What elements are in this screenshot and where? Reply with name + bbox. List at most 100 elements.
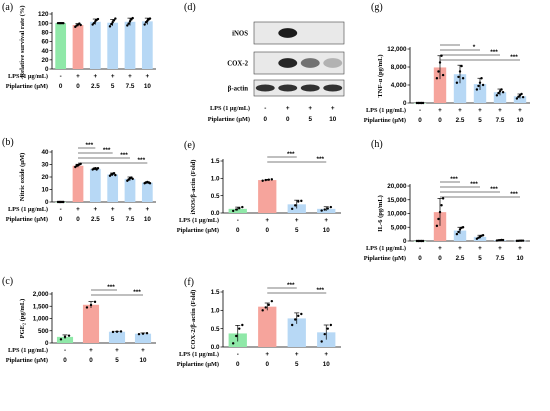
lps-sign: + bbox=[331, 105, 335, 112]
piplartine-dose: 0 bbox=[438, 255, 442, 262]
data-point bbox=[480, 77, 483, 80]
data-point bbox=[62, 21, 65, 25]
lps-sign: + bbox=[111, 73, 115, 80]
bar bbox=[287, 204, 306, 213]
data-point bbox=[79, 23, 82, 27]
data-point bbox=[264, 306, 267, 309]
data-point bbox=[478, 81, 482, 84]
data-point bbox=[148, 17, 152, 20]
data-point bbox=[323, 332, 326, 336]
piplartine-dose: 0 bbox=[286, 116, 290, 123]
data-point bbox=[300, 312, 303, 316]
piplartine-row-label: Piplartine (µM) bbox=[364, 255, 406, 262]
lps-sign: + bbox=[438, 107, 442, 114]
piplartine-dose: 10 bbox=[323, 227, 331, 234]
data-point bbox=[270, 178, 274, 181]
data-point bbox=[108, 25, 112, 28]
panel-g: (g) TNF-α (pg/mL) 0 4,000 8,000 12,000 - 0 +0 +2.… bbox=[364, 2, 530, 124]
piplartine-dose: 7.5 bbox=[126, 216, 135, 223]
lps-sign: + bbox=[295, 217, 299, 224]
piplartine-dose: 5 bbox=[111, 83, 115, 90]
sig-label: *** bbox=[470, 181, 478, 188]
bar bbox=[513, 96, 527, 103]
y-tick-label: 1.5 bbox=[211, 289, 220, 296]
piplartine-dose: 0 bbox=[236, 227, 240, 234]
piplartine-dose: 0 bbox=[265, 361, 269, 368]
bar bbox=[72, 165, 84, 202]
sig-label: *** bbox=[510, 54, 518, 61]
bar bbox=[56, 336, 74, 343]
data-point bbox=[435, 77, 439, 80]
data-point bbox=[457, 75, 460, 79]
lps-sign: + bbox=[115, 347, 119, 354]
data-point bbox=[114, 173, 117, 177]
bar bbox=[453, 230, 467, 241]
data-point bbox=[96, 167, 100, 170]
lps-sign: - bbox=[237, 351, 239, 358]
blot-strip bbox=[253, 79, 345, 97]
piplartine-row-label: Piplartine (µM) bbox=[6, 357, 48, 364]
data-point bbox=[517, 95, 520, 98]
sig-label: *** bbox=[103, 147, 111, 154]
piplartine-dose: 0 bbox=[59, 216, 63, 223]
piplartine-row-label: Piplartine (µM) bbox=[177, 227, 219, 234]
panel-letter: (g) bbox=[371, 2, 383, 13]
piplartine-row-label: Piplartine (µM) bbox=[6, 83, 48, 90]
panel-f: (f) COX-2/β-actin (Fold) 0.0 0.5 1.0 1.5 - 0 +0 +… bbox=[177, 277, 341, 368]
piplartine-dose: 7.5 bbox=[496, 255, 505, 262]
panel-letter: (e) bbox=[184, 140, 195, 151]
piplartine-dose: 7.5 bbox=[126, 83, 135, 90]
blot-band bbox=[255, 84, 275, 92]
panel-a: (a) Relative survival rate (%) 0 20 40 60 80 10… bbox=[2, 2, 156, 90]
data-point bbox=[501, 91, 505, 94]
bar bbox=[107, 174, 119, 202]
lps-sign: + bbox=[111, 206, 115, 213]
data-point bbox=[438, 210, 442, 214]
lps-row-label: LPS (1 µg/mL) bbox=[366, 107, 406, 114]
data-point bbox=[62, 200, 65, 204]
lps-sign: - bbox=[419, 107, 421, 114]
panel-e: (e) iNOS/β-actin (Fold) 0.0 0.5 1.0 1.5 - 0 +0 +5… bbox=[177, 140, 341, 234]
data-point bbox=[235, 334, 238, 338]
data-point bbox=[93, 300, 97, 304]
data-point bbox=[264, 178, 267, 182]
data-point bbox=[460, 64, 463, 68]
data-point bbox=[110, 22, 113, 26]
piplartine-dose: 0 bbox=[63, 357, 67, 364]
bar bbox=[258, 306, 277, 347]
data-point bbox=[438, 61, 442, 64]
y-tick-label: 60 bbox=[41, 39, 49, 46]
y-axis-label: Relative survival rate (%) bbox=[19, 5, 26, 77]
lps-sign: - bbox=[419, 245, 421, 252]
panel-letter: (f) bbox=[184, 277, 194, 288]
data-point bbox=[241, 205, 244, 209]
data-point bbox=[261, 179, 264, 182]
data-point bbox=[455, 81, 459, 84]
lps-row-label: LPS (1 µg/mL) bbox=[8, 347, 48, 354]
piplartine-dose: 0 bbox=[265, 227, 269, 234]
sig-label: *** bbox=[510, 191, 518, 198]
data-point bbox=[290, 323, 294, 327]
bar bbox=[72, 25, 84, 69]
data-point bbox=[326, 327, 329, 330]
lps-sign: + bbox=[145, 73, 149, 80]
y-tick-label: 80 bbox=[41, 30, 49, 37]
data-point bbox=[458, 70, 462, 73]
lps-sign: + bbox=[324, 217, 328, 224]
data-point bbox=[437, 217, 440, 221]
sig-label: * bbox=[473, 44, 476, 51]
data-point bbox=[461, 77, 465, 80]
data-point bbox=[437, 70, 440, 73]
bar bbox=[89, 168, 101, 202]
blot-band bbox=[323, 84, 343, 92]
data-point bbox=[461, 226, 465, 229]
data-point bbox=[127, 22, 130, 25]
data-point bbox=[267, 303, 270, 307]
data-point bbox=[326, 207, 329, 210]
band-label: COX-2 bbox=[227, 61, 248, 68]
sig-label: *** bbox=[120, 152, 128, 159]
lps-row-label: LPS (1 µg/mL) bbox=[366, 245, 406, 252]
data-point bbox=[521, 239, 525, 242]
data-point bbox=[300, 199, 303, 203]
piplartine-dose: 10 bbox=[323, 361, 331, 368]
